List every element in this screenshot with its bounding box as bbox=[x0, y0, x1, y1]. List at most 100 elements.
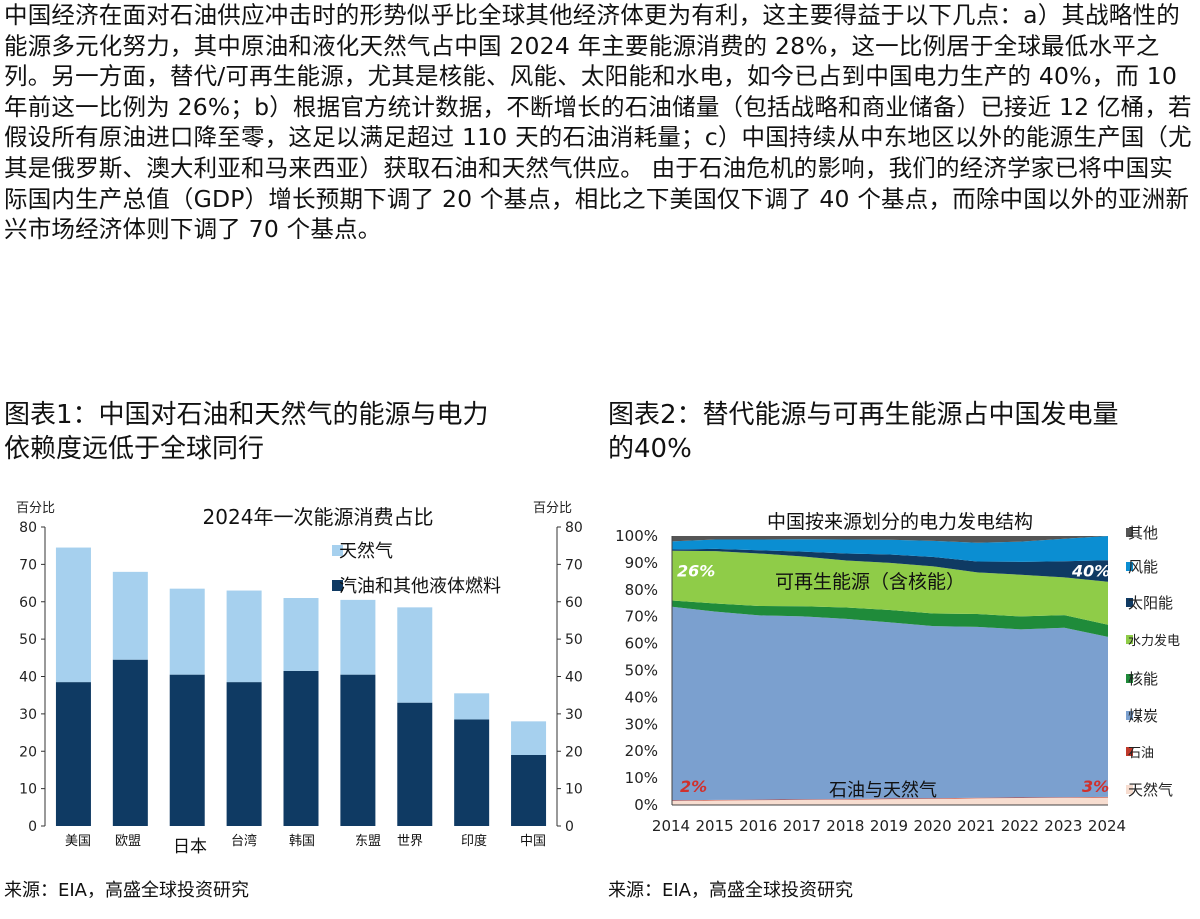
chart2-legend-swatch bbox=[1126, 747, 1133, 756]
chart2-legend-swatch bbox=[1126, 674, 1133, 683]
chart1-left-tick-label: 60 bbox=[19, 595, 37, 611]
chart1-bar-liquids bbox=[340, 674, 376, 826]
chart2-legend-label: 石油 bbox=[1128, 746, 1154, 761]
chart1-right-tick-label: 20 bbox=[565, 744, 583, 760]
chart1-bar-gas bbox=[169, 588, 205, 675]
chart1-right-tick-label: 10 bbox=[565, 782, 583, 798]
chart1-right-axis-label: 百分比 bbox=[533, 501, 572, 516]
chart2-y-tick-label: 20% bbox=[625, 742, 658, 760]
chart1-category-label: 日本 bbox=[173, 837, 207, 857]
chart2-y-tick-label: 30% bbox=[625, 715, 658, 733]
chart2-area-风能 bbox=[672, 536, 1108, 562]
chart2-x-tick-label: 2016 bbox=[739, 817, 777, 835]
chart2-annotation-3pct: 3% bbox=[1082, 777, 1109, 796]
chart2-x-tick-label: 2018 bbox=[826, 817, 864, 835]
chart2-x-tick-label: 2020 bbox=[914, 817, 952, 835]
chart1-bar-gas bbox=[397, 607, 433, 703]
figure1-caption-line2: 依赖度远低于全球同行 bbox=[4, 434, 265, 464]
chart1-left-tick-label: 10 bbox=[19, 782, 37, 798]
figure2-source: 来源：EIA，高盛全球投资研究 bbox=[608, 880, 853, 901]
chart1-bar-gas bbox=[511, 721, 547, 755]
chart2-legend-swatch bbox=[1126, 562, 1133, 571]
figure1-source: 来源：EIA，高盛全球投资研究 bbox=[4, 880, 249, 901]
chart2-power-generation-area-chart: 中国按来源划分的电力发电结构 0% 10% 20% 30% 40% 50% 60% 70% 80%… bbox=[615, 511, 1180, 835]
chart2-x-tick-label: 2019 bbox=[870, 817, 908, 835]
chart1-bar-liquids bbox=[169, 674, 205, 826]
chart1-legend-label: 汽油和其他液体燃料 bbox=[339, 576, 501, 597]
chart2-area-煤炭 bbox=[672, 606, 1108, 801]
chart2-annotation-renewables: 可再生能源（含核能） bbox=[775, 571, 965, 593]
chart2-y-tick-label: 40% bbox=[625, 688, 658, 706]
chart2-y-tick-label: 50% bbox=[625, 662, 658, 680]
chart1-category-label: 东盟 bbox=[355, 834, 381, 849]
chart2-area-其他 bbox=[672, 536, 1108, 543]
chart2-legend-label: 风能 bbox=[1128, 558, 1158, 576]
chart2-legend-swatch bbox=[1126, 785, 1133, 794]
chart2-area-核能 bbox=[672, 600, 1108, 637]
chart1-left-tick-label: 20 bbox=[19, 744, 37, 760]
chart1-category-label: 欧盟 bbox=[115, 834, 141, 849]
chart2-legend-label: 核能 bbox=[1128, 670, 1158, 688]
chart1-legend-swatch bbox=[332, 545, 343, 556]
chart1-bar-liquids bbox=[112, 659, 148, 826]
chart1-category-label: 韩国 bbox=[289, 834, 315, 849]
chart2-annotation-2pct: 2% bbox=[680, 777, 707, 796]
chart1-category-label: 台湾 bbox=[231, 833, 257, 849]
chart2-area-天然气 bbox=[672, 797, 1108, 805]
chart1-right-tick-label: 50 bbox=[565, 632, 583, 648]
chart2-annotation-26pct: 26% bbox=[677, 561, 715, 580]
chart1-left-tick-label: 0 bbox=[28, 819, 37, 835]
chart2-annotation-oil-gas: 石油与天然气 bbox=[829, 780, 937, 801]
chart1-bar-liquids bbox=[397, 702, 433, 826]
chart2-legend-label: 煤炭 bbox=[1128, 707, 1158, 725]
chart2-legend-swatch bbox=[1126, 528, 1133, 537]
chart2-legend-label: 天然气 bbox=[1128, 781, 1173, 799]
chart1-bar-gas bbox=[112, 571, 148, 660]
chart1-left-tick-label: 80 bbox=[19, 520, 37, 536]
figure1-caption: 图表1：中国对石油和天然气的能源与电力 依赖度远低于全球同行 bbox=[4, 398, 489, 466]
chart2-area-水力发电 bbox=[672, 550, 1108, 625]
intro-paragraph: 中国经济在面对石油供应冲击时的形势似乎比全球其他经济体更为有利，这主要得益于以下… bbox=[4, 1, 1192, 244]
chart2-legend-label: 其他 bbox=[1128, 524, 1158, 542]
chart1-left-tick-label: 40 bbox=[19, 670, 37, 686]
chart1-bar-liquids bbox=[283, 670, 319, 826]
chart2-x-tick-label: 2023 bbox=[1044, 817, 1082, 835]
chart1-right-tick-label: 30 bbox=[565, 707, 583, 723]
chart2-y-tick-label: 80% bbox=[625, 581, 658, 599]
chart1-legend-swatch bbox=[332, 580, 343, 591]
chart2-x-tick-label: 2014 bbox=[652, 817, 690, 835]
chart2-x-tick-label: 2024 bbox=[1088, 817, 1126, 835]
chart2-y-tick-label: 0% bbox=[634, 796, 658, 814]
chart2-y-tick-label: 10% bbox=[625, 769, 658, 787]
chart1-primary-energy-bar-chart: 2024年一次能源消费占比 百分比 百分比 0 0 10 10 20 20 30 30 40 40 50 5… bbox=[16, 501, 583, 857]
chart1-bar-liquids bbox=[454, 719, 490, 826]
chart2-y-tick-label: 100% bbox=[615, 527, 658, 545]
chart1-right-tick-label: 60 bbox=[565, 595, 583, 611]
figure2-caption: 图表2：替代能源与可再生能源占中国发电量 的40% bbox=[608, 398, 1119, 466]
chart1-bar-liquids bbox=[55, 682, 91, 826]
figure1-caption-line1: 图表1：中国对石油和天然气的能源与电力 bbox=[4, 400, 489, 430]
chart1-bar-gas bbox=[454, 693, 490, 720]
chart1-legend-label: 天然气 bbox=[339, 541, 393, 562]
chart1-category-label: 中国 bbox=[520, 834, 546, 849]
chart2-y-tick-label: 70% bbox=[625, 608, 658, 626]
chart2-x-tick-label: 2021 bbox=[957, 817, 995, 835]
chart2-legend-label: 水力发电 bbox=[1128, 633, 1180, 649]
chart2-area-石油 bbox=[672, 796, 1108, 801]
chart1-left-tick-label: 70 bbox=[19, 557, 37, 573]
chart1-bar-liquids bbox=[511, 754, 547, 826]
chart2-legend-swatch bbox=[1126, 635, 1133, 644]
chart1-bar-liquids bbox=[226, 682, 262, 826]
chart1-category-label: 世界 bbox=[397, 834, 423, 849]
chart2-legend-swatch bbox=[1126, 711, 1133, 720]
chart2-legend-label: 太阳能 bbox=[1128, 594, 1173, 612]
figure2-caption-line2: 的40% bbox=[608, 434, 692, 464]
chart1-bar-gas bbox=[226, 590, 262, 683]
chart2-title: 中国按来源划分的电力发电结构 bbox=[767, 511, 1033, 533]
chart2-y-tick-label: 90% bbox=[625, 554, 658, 572]
chart2-annotation-40pct: 40% bbox=[1071, 561, 1110, 580]
chart1-right-tick-label: 40 bbox=[565, 670, 583, 686]
chart1-left-tick-label: 50 bbox=[19, 632, 37, 648]
chart1-right-tick-label: 80 bbox=[565, 520, 583, 536]
chart1-right-tick-label: 70 bbox=[565, 557, 583, 573]
